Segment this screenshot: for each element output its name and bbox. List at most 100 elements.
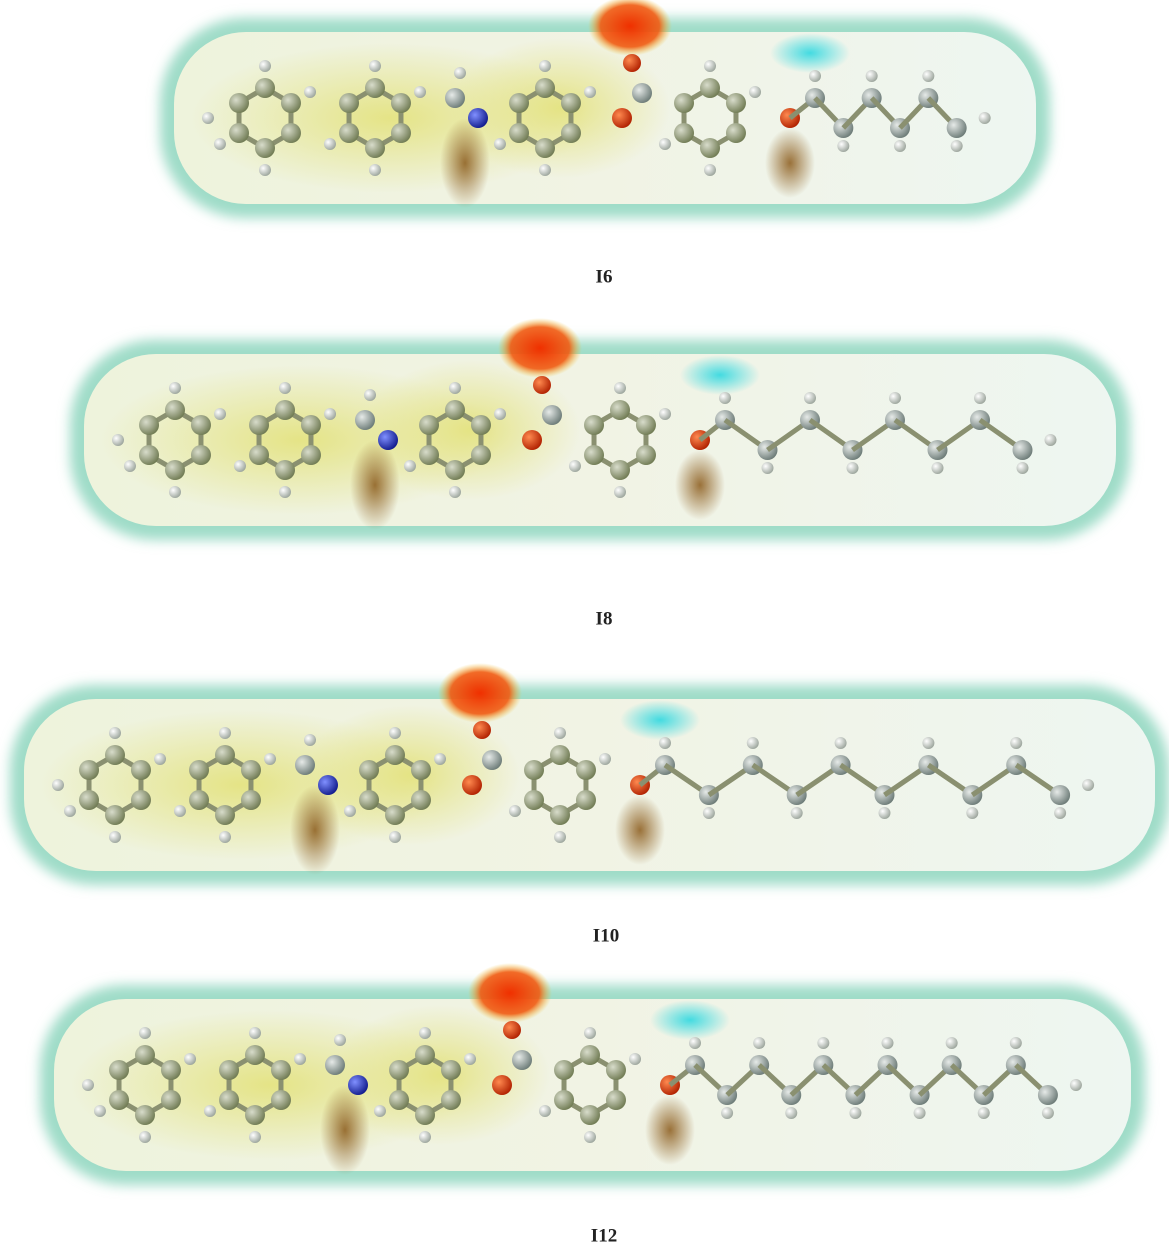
atom <box>922 737 934 749</box>
atom <box>259 60 271 72</box>
atom <box>229 93 249 113</box>
atom <box>414 86 426 98</box>
atom <box>131 790 151 810</box>
atom <box>94 1105 106 1117</box>
atom <box>866 70 878 82</box>
atom <box>614 486 626 498</box>
atom <box>219 831 231 843</box>
atom <box>482 750 502 770</box>
atom <box>879 807 891 819</box>
atom <box>580 1045 600 1065</box>
atom <box>1017 462 1029 474</box>
atom <box>441 1060 461 1080</box>
potential-cyan <box>680 355 760 395</box>
atom <box>580 1105 600 1125</box>
atom <box>606 1060 626 1080</box>
atom <box>659 138 671 150</box>
atom <box>109 727 121 739</box>
atom <box>659 408 671 420</box>
atom <box>109 1090 129 1110</box>
atom <box>378 430 398 450</box>
potential-cyan <box>770 33 850 73</box>
atom <box>636 445 656 465</box>
potential-brown <box>440 118 490 208</box>
potential-cyan <box>620 700 700 740</box>
atom <box>374 1105 386 1117</box>
atom <box>245 1045 265 1065</box>
atom <box>492 1075 512 1095</box>
atom <box>324 408 336 420</box>
atom <box>105 745 125 765</box>
atom <box>785 1107 797 1119</box>
atom <box>1045 434 1057 446</box>
atom <box>281 123 301 143</box>
atom <box>131 760 151 780</box>
atom <box>369 60 381 72</box>
atom <box>554 1090 574 1110</box>
atom <box>169 486 181 498</box>
atom <box>369 164 381 176</box>
atom <box>449 382 461 394</box>
atom <box>509 805 521 817</box>
atom <box>169 382 181 394</box>
atom <box>468 108 488 128</box>
atom <box>610 460 630 480</box>
atom <box>704 164 716 176</box>
atom <box>139 1131 151 1143</box>
atom <box>1050 785 1070 805</box>
atom <box>139 445 159 465</box>
atom <box>191 445 211 465</box>
atom <box>966 807 978 819</box>
atom <box>606 1090 626 1110</box>
atom <box>304 86 316 98</box>
atom <box>241 760 261 780</box>
atom <box>339 123 359 143</box>
atom <box>389 1090 409 1110</box>
molecule <box>70 318 1130 540</box>
atom <box>249 415 269 435</box>
atom <box>389 727 401 739</box>
atom <box>946 1037 958 1049</box>
atom <box>434 753 446 765</box>
atom <box>837 140 849 152</box>
atom <box>1042 1107 1054 1119</box>
atom <box>894 140 906 152</box>
atom <box>978 1107 990 1119</box>
atom <box>512 1050 532 1070</box>
atom <box>165 460 185 480</box>
atom <box>124 460 136 472</box>
atom <box>509 93 529 113</box>
atom <box>791 807 803 819</box>
atom <box>365 138 385 158</box>
atom <box>264 753 276 765</box>
atom <box>419 415 439 435</box>
molecule <box>160 0 1050 218</box>
atom <box>279 382 291 394</box>
atom <box>389 1060 409 1080</box>
potential-brown <box>320 1085 370 1175</box>
atom <box>64 805 76 817</box>
atom <box>726 123 746 143</box>
atom <box>584 1131 596 1143</box>
atom <box>1010 737 1022 749</box>
atom <box>835 737 847 749</box>
atom <box>275 400 295 420</box>
atom <box>411 760 431 780</box>
atom <box>109 1060 129 1080</box>
potential-cyan <box>650 1000 730 1040</box>
atom <box>847 462 859 474</box>
atom <box>318 775 338 795</box>
atom <box>139 1027 151 1039</box>
atom <box>804 392 816 404</box>
atom <box>364 389 376 401</box>
atom <box>411 790 431 810</box>
atom <box>554 727 566 739</box>
atom <box>419 1027 431 1039</box>
potential-red <box>438 663 522 723</box>
atom <box>610 400 630 420</box>
atom <box>524 790 544 810</box>
atom <box>161 1060 181 1080</box>
atom <box>753 1037 765 1049</box>
atom <box>191 415 211 435</box>
atom <box>189 790 209 810</box>
